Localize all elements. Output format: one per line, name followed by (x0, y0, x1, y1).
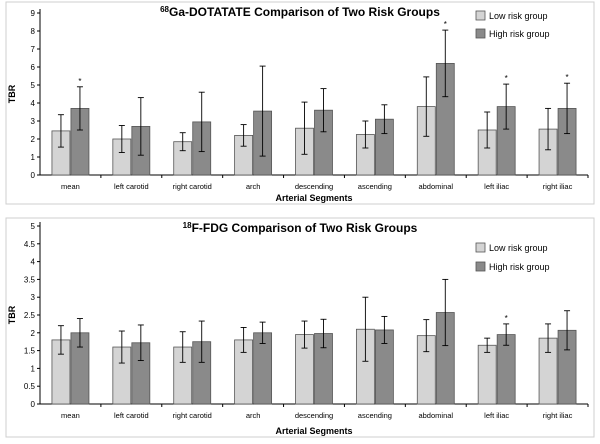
y-tick-label: 5 (31, 222, 36, 231)
y-tick-label: 2 (31, 329, 36, 338)
legend-swatch-low-risk (475, 10, 486, 21)
y-tick-label: 9 (31, 9, 36, 18)
y-tick-label: 5 (31, 81, 36, 90)
chart-title: 68Ga-DOTATATE Comparison of Two Risk Gro… (160, 5, 440, 19)
x-tick-label: left iliac (484, 182, 509, 191)
y-tick-label: 1.5 (24, 347, 36, 356)
significance-asterisk: * (505, 74, 508, 83)
x-axis-label: Arterial Segments (275, 193, 352, 203)
y-tick-label: 3 (31, 117, 36, 126)
y-axis-label: TBR (7, 305, 17, 324)
y-tick-label: 0.5 (24, 382, 36, 391)
x-axis-label: Arterial Segments (275, 426, 352, 436)
y-tick-label: 0 (31, 400, 36, 409)
y-tick-label: 3.5 (24, 275, 36, 284)
legend-swatch-high-risk (475, 261, 486, 272)
legend-label-high-risk: High risk group (489, 262, 550, 272)
y-tick-label: 1 (31, 364, 36, 373)
x-tick-label: right iliac (543, 182, 573, 191)
legend-swatch-low-risk (475, 242, 486, 253)
y-tick-label: 4 (31, 99, 36, 108)
x-tick-label: abdominal (418, 182, 453, 191)
y-tick-label: 8 (31, 27, 36, 36)
y-tick-label: 1 (31, 153, 36, 162)
x-tick-label: right iliac (543, 411, 573, 420)
chart-frame (5, 1, 595, 205)
x-tick-label: left carotid (114, 411, 149, 420)
x-tick-label: ascending (358, 182, 392, 191)
x-tick-label: right carotid (173, 182, 212, 191)
significance-asterisk: * (505, 314, 508, 323)
title-text: F-FDG Comparison of Two Risk Groups (192, 221, 418, 235)
y-axis-label: TBR (7, 84, 17, 103)
x-tick-label: left iliac (484, 411, 509, 420)
legend-label-high-risk: High risk group (489, 29, 550, 39)
y-tick-label: 7 (31, 45, 36, 54)
title-isotope-superscript: 68 (160, 5, 169, 14)
x-tick-label: arch (246, 182, 261, 191)
y-tick-label: 4.5 (24, 240, 36, 249)
chart-title: 18F-FDG Comparison of Two Risk Groups (183, 221, 418, 235)
legend-swatch-high-risk (475, 28, 486, 39)
x-tick-label: left carotid (114, 182, 149, 191)
x-tick-label: descending (295, 182, 333, 191)
x-tick-label: ascending (358, 411, 392, 420)
significance-asterisk: * (565, 73, 568, 82)
significance-asterisk: * (444, 20, 447, 29)
title-text: Ga-DOTATATE Comparison of Two Risk Group… (169, 5, 440, 19)
y-tick-label: 3 (31, 293, 36, 302)
bar-low-risk (477, 344, 497, 405)
y-tick-label: 0 (31, 171, 36, 180)
y-tick-label: 6 (31, 63, 36, 72)
x-tick-label: mean (61, 182, 80, 191)
x-tick-label: descending (295, 411, 333, 420)
x-tick-label: arch (246, 411, 261, 420)
x-tick-label: abdominal (418, 411, 453, 420)
y-tick-label: 4 (31, 258, 36, 267)
chart-frame (5, 217, 595, 438)
legend-label-low-risk: Low risk group (489, 11, 548, 21)
chart-panel-2: 18F-FDG Comparison of Two Risk Groups 0 0.… (5, 217, 595, 438)
y-tick-label: 2.5 (24, 311, 36, 320)
x-tick-label: mean (61, 411, 80, 420)
chart-panel-1: 68Ga-DOTATATE Comparison of Two Risk Gro… (5, 1, 595, 205)
title-isotope-superscript: 18 (183, 221, 192, 230)
significance-asterisk: * (78, 77, 81, 86)
y-tick-label: 2 (31, 135, 36, 144)
x-tick-label: right carotid (173, 411, 212, 420)
legend-label-low-risk: Low risk group (489, 243, 548, 253)
